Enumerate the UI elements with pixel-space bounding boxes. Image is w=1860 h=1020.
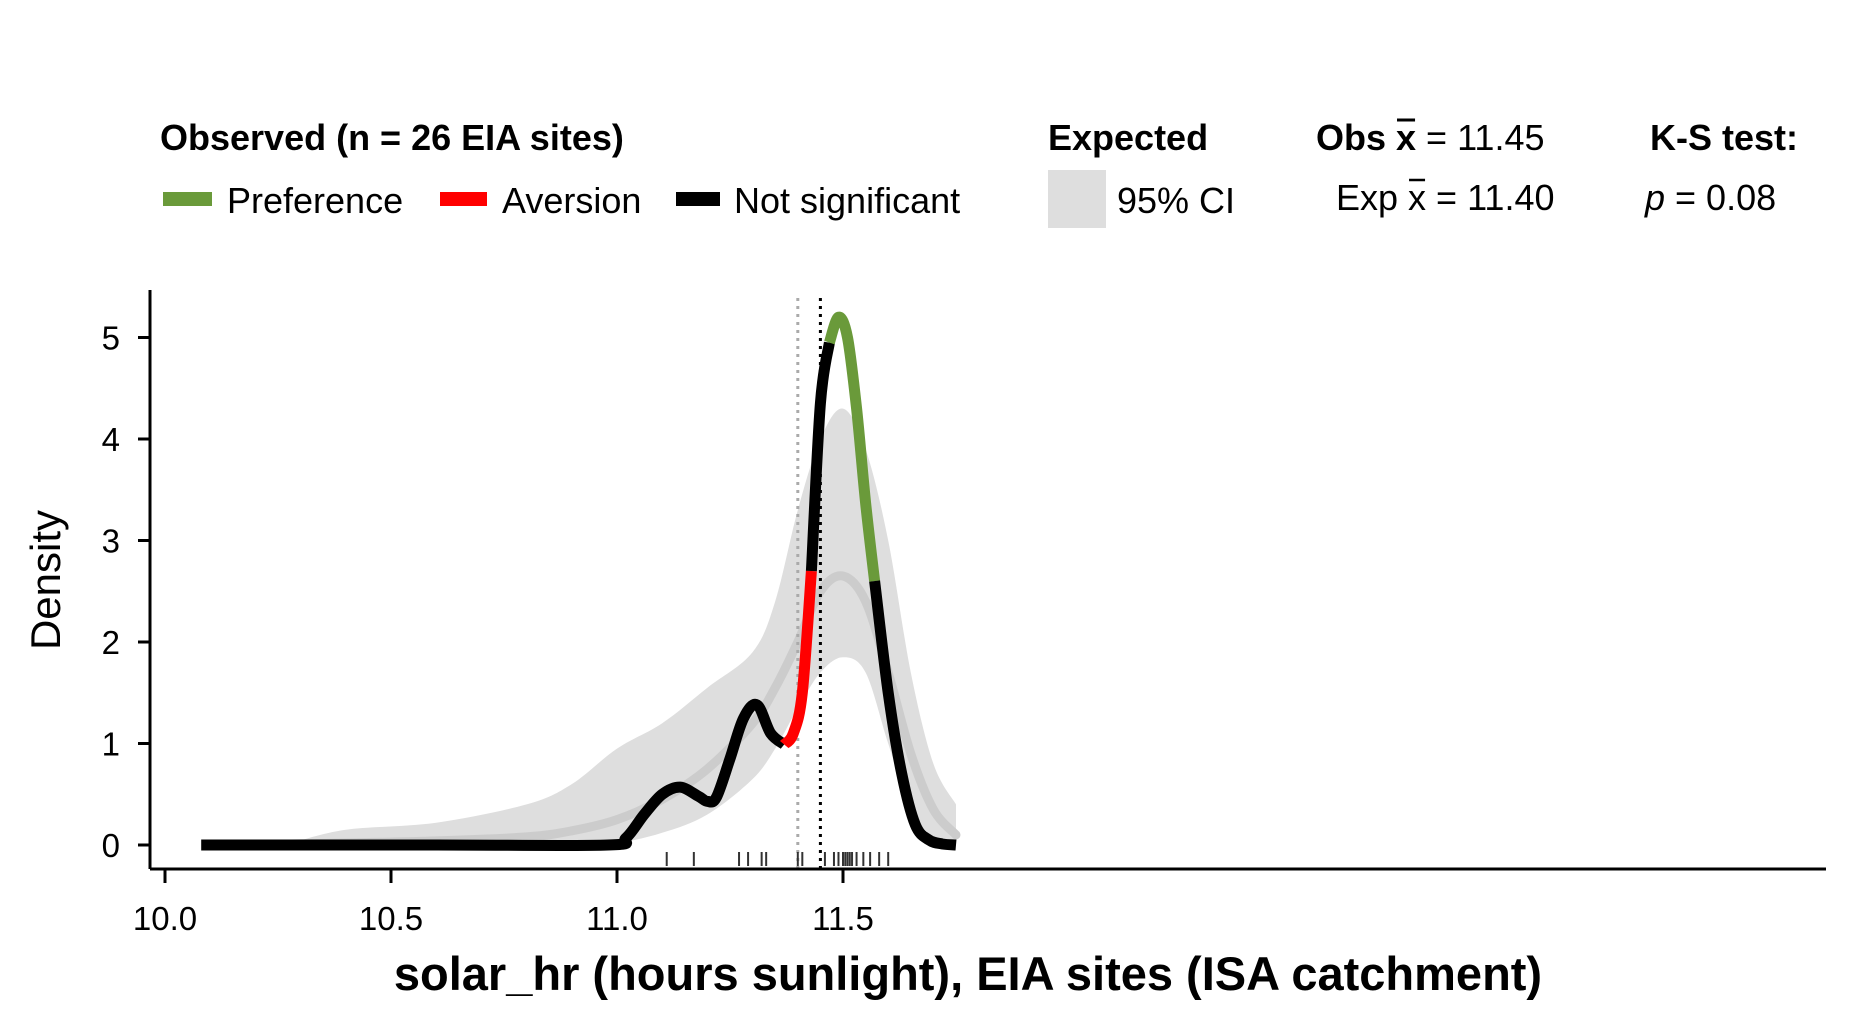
legend-ks-title: K-S test: [1650, 117, 1798, 158]
legend-observed-title: Observed (n = 26 EIA sites) [160, 117, 624, 158]
y-tick-label: 5 [102, 320, 120, 357]
x-axis-ticks: 10.0 10.5 11.0 11.5 [133, 869, 874, 937]
legend-ks-p: p = 0.08 [1644, 177, 1776, 218]
legend-preference-label: Preference [227, 180, 403, 221]
legend-not-significant-label: Not significant [734, 180, 960, 221]
observed-density-layer [201, 311, 957, 852]
y-tick-label: 4 [102, 421, 120, 458]
legend: Observed (n = 26 EIA sites) Preference A… [160, 117, 1798, 228]
legend-expected-title: Expected [1048, 117, 1208, 158]
observed-density-segment-not-significant [869, 580, 957, 851]
observed-density-segment-not-significant [201, 698, 788, 852]
y-tick-label: 2 [102, 624, 120, 661]
legend-ci-label: 95% CI [1117, 180, 1235, 221]
legend-obs-mean: Obs x = 11.45 [1316, 117, 1545, 158]
y-axis-ticks: 0 1 2 3 4 5 [102, 320, 150, 864]
x-tick-label: 10.0 [133, 900, 197, 937]
expected-ci-band [291, 408, 957, 846]
observed-density-segment-aversion [779, 570, 817, 749]
x-tick-label: 11.0 [586, 900, 648, 937]
x-axis-title: solar_hr (hours sunlight), EIA sites (IS… [394, 947, 1542, 1000]
y-tick-label: 3 [102, 523, 120, 560]
x-tick-label: 11.5 [812, 900, 874, 937]
y-axis-title: Density [22, 510, 69, 650]
legend-exp-mean: Exp x = 11.40 [1336, 177, 1555, 218]
legend-aversion-label: Aversion [502, 180, 641, 221]
observed-density-segment-not-significant [805, 341, 835, 572]
x-tick-label: 10.5 [359, 900, 423, 937]
observed-density-segment-preference [824, 311, 881, 582]
rug-layer [665, 852, 890, 866]
legend-ci-swatch [1048, 170, 1106, 228]
y-tick-label: 1 [102, 726, 120, 763]
expected-ci-band-layer [291, 408, 957, 846]
y-tick-label: 0 [102, 827, 120, 864]
